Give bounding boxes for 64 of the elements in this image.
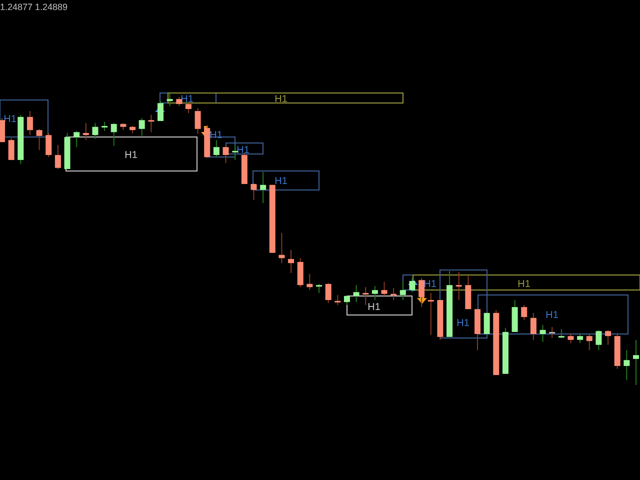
candlestick [334,294,341,306]
candlestick [568,332,574,344]
candlestick [558,328,564,339]
candlestick [26,110,33,136]
candlestick [194,108,201,134]
candlestick [288,249,294,274]
candlestick [633,339,639,386]
annotation: H1 [456,318,470,329]
candlestick [92,122,98,140]
annotation: H1 [274,94,288,105]
candlestick [138,118,145,136]
annotation: H1 [546,310,559,321]
candlestick [362,286,369,306]
candlestick [624,350,630,381]
candlestick [353,284,360,303]
candlestick [0,118,5,143]
candlestick [530,312,536,340]
candlestick [74,130,80,148]
text: 1.24877 1.24889 [0,2,68,12]
candlestick [185,102,192,114]
annotation: H1 [368,302,381,313]
candlestick [409,278,416,293]
annotation: H1 [274,176,288,187]
candlestick [278,232,285,264]
candlestick [596,329,602,351]
candlestick [36,128,42,151]
annotation: H1 [236,145,250,156]
candlestick [54,144,61,170]
candlestick [8,138,14,160]
annotation: H1 [4,114,17,125]
candlestick [418,278,425,308]
candlestick [176,96,182,107]
annotation: H1 [180,94,194,105]
candlestick [325,282,332,304]
candlestick [148,114,154,133]
candlestick [400,281,406,301]
candlestick [316,283,322,294]
candlestick [102,121,108,132]
candlestick [297,258,304,288]
candlestick [222,144,229,164]
candlestick [605,329,612,346]
candlestick [540,324,546,342]
candlestick [381,281,388,296]
candlestick [344,294,350,306]
annotation: H1 [518,279,531,290]
annotation: H1 [424,279,437,290]
candlestick [250,182,257,201]
candlestick [260,171,266,204]
candlestick [82,122,89,141]
candlestick [46,132,52,158]
candlestick [110,122,117,146]
candlestick [306,273,313,291]
candlestick [521,304,528,320]
candlestick [166,92,173,107]
candlestick [372,285,378,301]
candlestick [549,326,556,339]
candlestick [586,334,592,351]
candlestick [390,288,397,301]
annotation: H1 [124,150,138,161]
candlestick [577,332,584,344]
candlestick [456,271,462,301]
candlestick [213,140,220,158]
candlestick [232,144,238,160]
candlestick [428,292,434,336]
